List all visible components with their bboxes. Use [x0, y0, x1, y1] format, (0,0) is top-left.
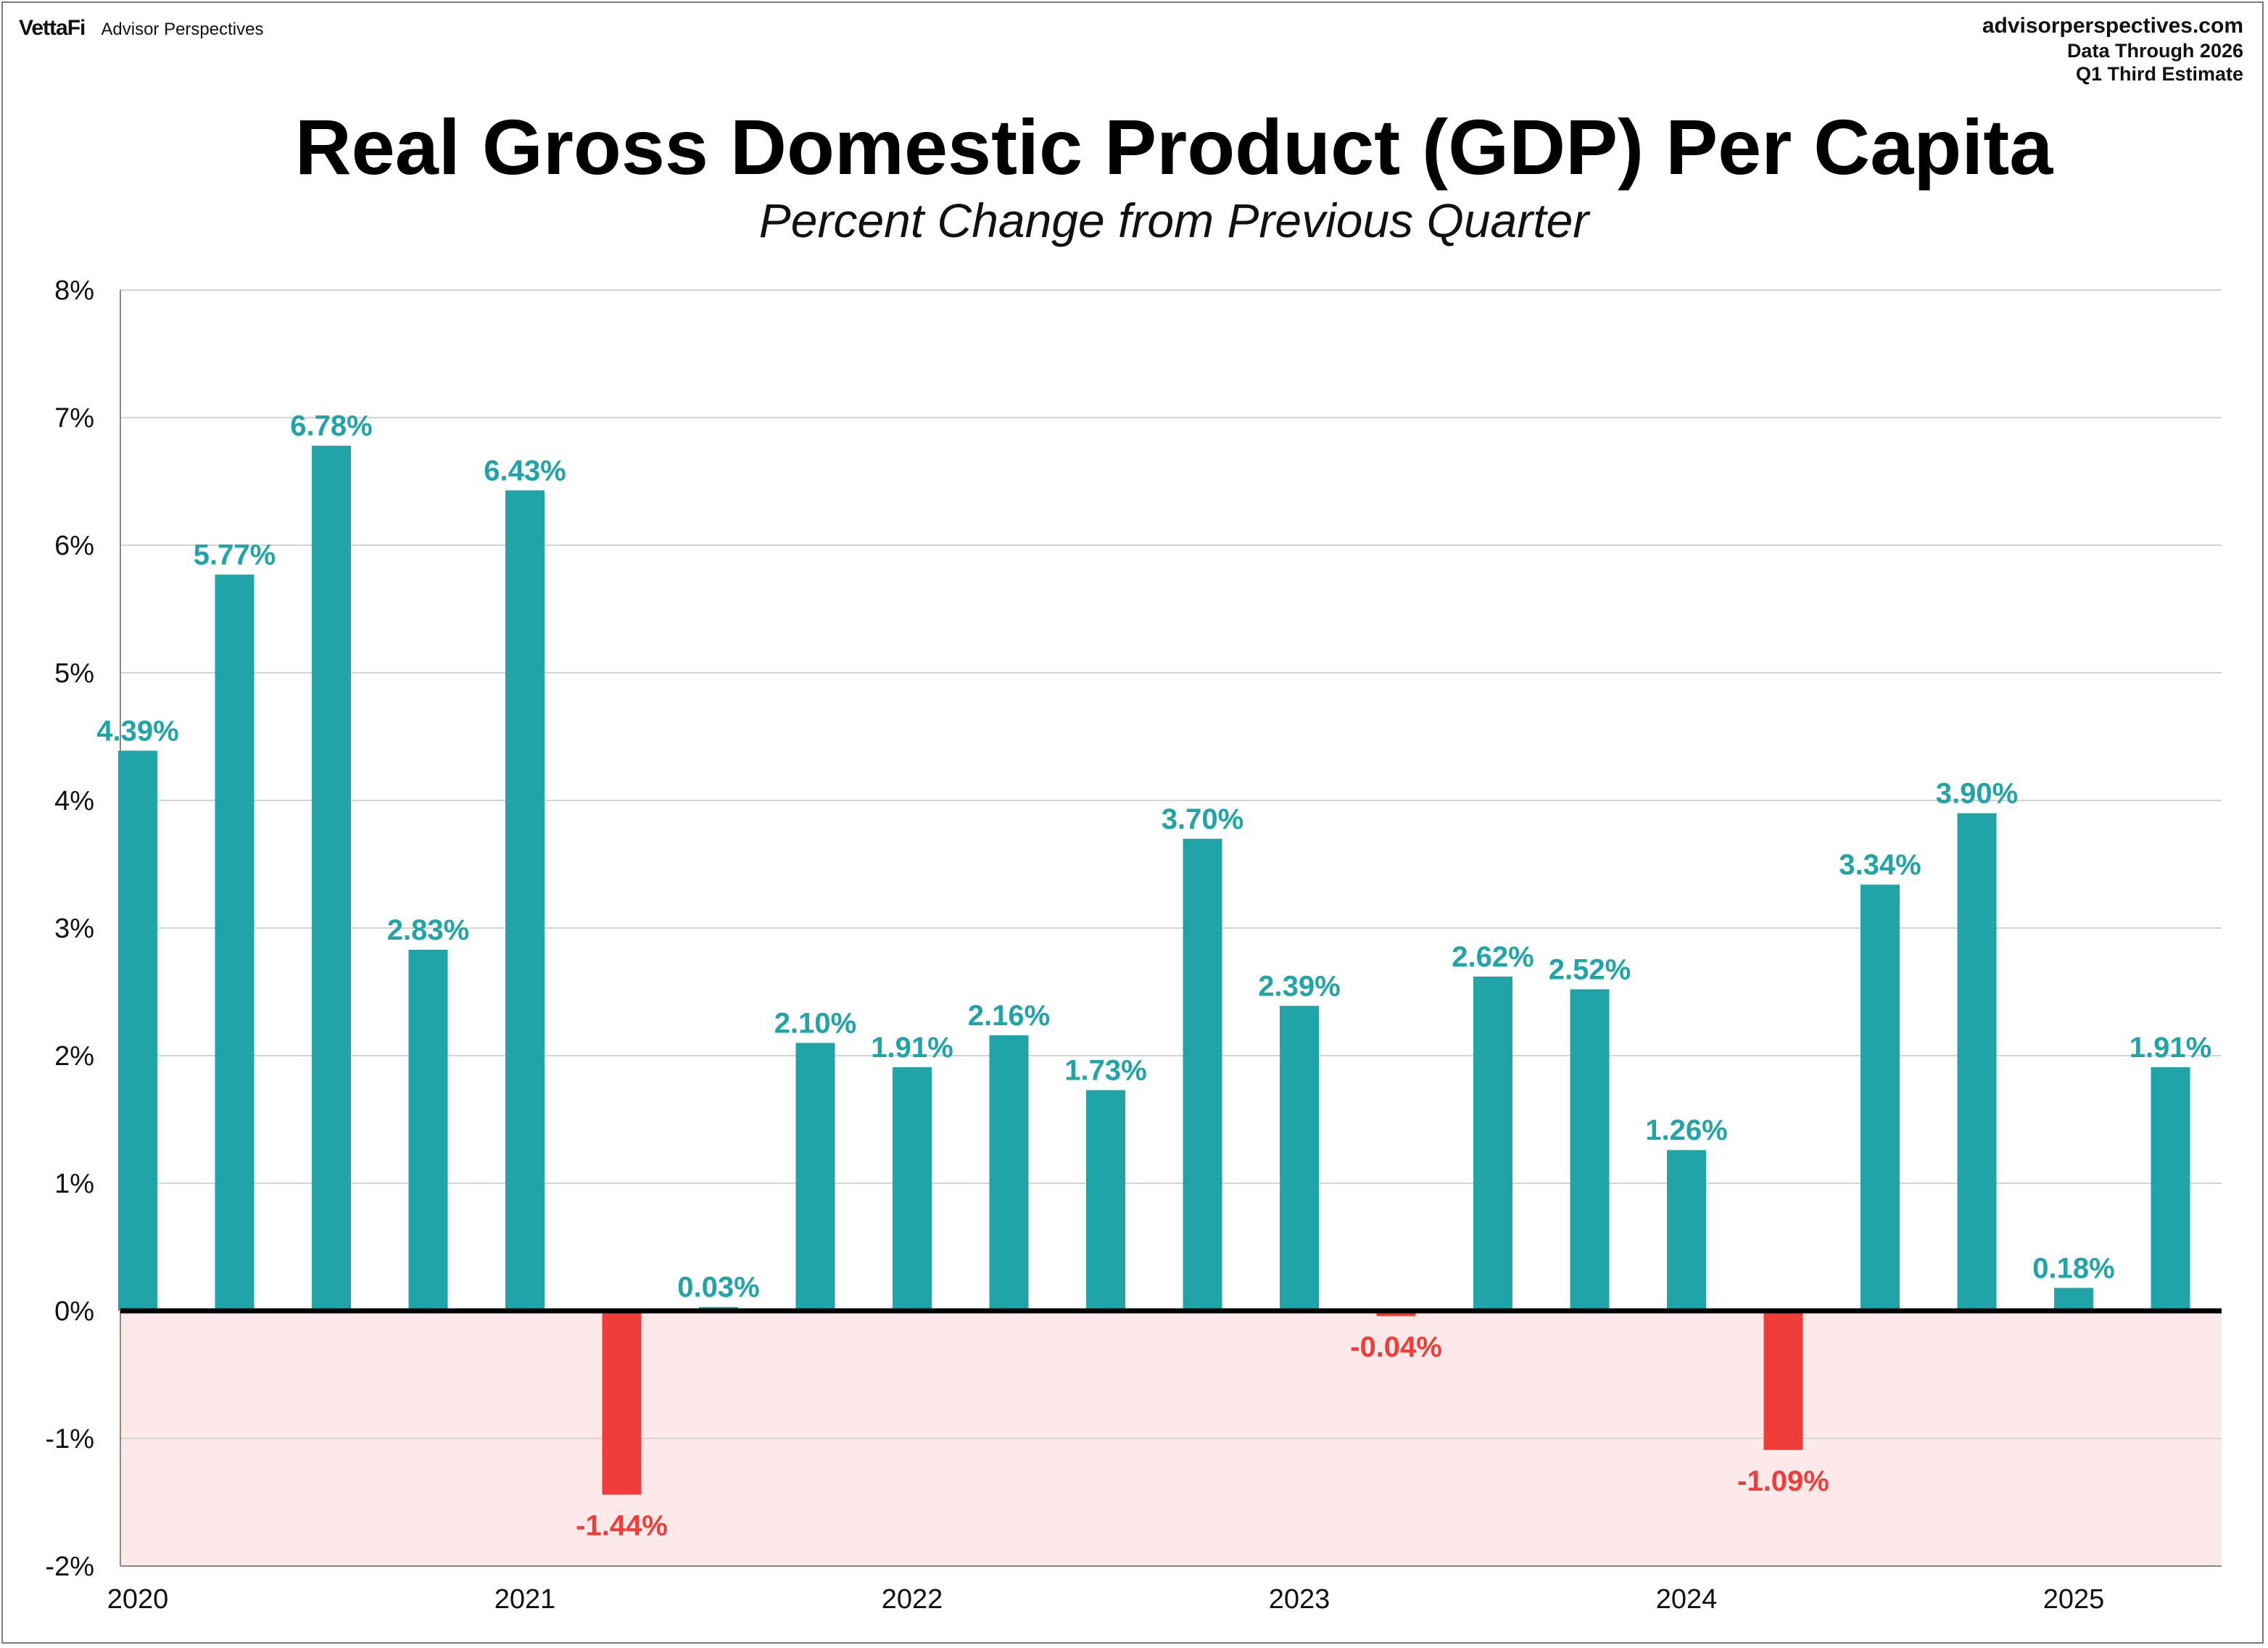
y-tick-label: 2% [54, 1041, 94, 1072]
bar [795, 1043, 835, 1311]
data-label: 4.39% [96, 715, 178, 747]
data-label: 0.18% [2032, 1252, 2114, 1284]
bar [602, 1311, 642, 1495]
data-label: 5.77% [194, 539, 276, 571]
data-label: 1.91% [2130, 1032, 2211, 1064]
x-tick-label: 2020 [107, 1584, 169, 1615]
y-tick-label: 8% [54, 276, 94, 306]
data-label: 1.73% [1064, 1055, 1146, 1087]
x-tick-label: 2021 [494, 1584, 556, 1615]
source-meta: advisorperspectives.com Data Through 202… [1982, 13, 2243, 86]
chart-subtitle: Percent Change from Previous Quarter [758, 194, 1589, 247]
y-tick-label: 6% [54, 531, 94, 561]
data-label: 2.10% [774, 1007, 856, 1039]
bar [312, 445, 351, 1311]
bar [1570, 989, 1610, 1311]
bar [505, 490, 545, 1311]
y-tick-label: 3% [54, 914, 94, 944]
bar [1280, 1006, 1319, 1311]
bar [1086, 1090, 1125, 1311]
y-tick-label: -2% [45, 1552, 94, 1582]
y-tick-label: 4% [54, 786, 94, 816]
bar [1376, 1311, 1416, 1317]
bar [1183, 838, 1222, 1311]
data-label: 2.83% [387, 914, 469, 946]
y-tick-label: 0% [54, 1296, 94, 1327]
estimate-note: Q1 Third Estimate [2075, 63, 2243, 85]
bar [215, 574, 254, 1311]
site-url: advisorperspectives.com [1982, 14, 2243, 38]
data-label: 3.34% [1839, 849, 1921, 881]
data-label: 3.90% [1936, 778, 2018, 810]
brand-logo: VettaFi [19, 16, 86, 40]
brand-subtitle: Advisor Perspectives [101, 20, 264, 39]
data-label: 2.52% [1549, 953, 1631, 985]
chart-title: Real Gross Domestic Product (GDP) Per Ca… [294, 103, 2053, 191]
data-label: 6.78% [290, 410, 372, 442]
data-label: 6.43% [484, 455, 566, 486]
bar [1667, 1150, 1706, 1311]
brand: VettaFi Advisor Perspectives [19, 16, 263, 41]
bar [118, 750, 157, 1311]
data-label: 1.91% [871, 1032, 953, 1064]
data-label: 2.39% [1258, 970, 1340, 1002]
bar [1763, 1311, 1803, 1450]
y-tick-label: -1% [45, 1424, 94, 1454]
data-label: -1.44% [576, 1510, 668, 1541]
bar [989, 1035, 1029, 1311]
data-through: Data Through 2026 [2066, 40, 2243, 62]
data-label: 2.16% [968, 1000, 1050, 1032]
data-label: -0.04% [1350, 1331, 1442, 1363]
data-label: 0.03% [677, 1272, 759, 1304]
bar [2054, 1288, 2093, 1311]
data-label: 2.62% [1452, 941, 1534, 973]
data-label: 3.70% [1162, 803, 1243, 835]
x-tick-label: 2024 [1656, 1584, 1718, 1615]
bar [1957, 813, 1997, 1311]
bar [2151, 1067, 2190, 1311]
x-tick-label: 2023 [1269, 1584, 1330, 1615]
y-tick-label: 7% [54, 403, 94, 434]
x-tick-label: 2022 [882, 1584, 943, 1615]
y-tick-label: 5% [54, 658, 94, 689]
bar [1473, 976, 1512, 1311]
x-tick-label: 2025 [2043, 1584, 2105, 1615]
bar [1861, 885, 1900, 1311]
bar [408, 949, 448, 1311]
y-tick-label: 1% [54, 1169, 94, 1199]
data-label: -1.09% [1737, 1465, 1829, 1497]
data-label: 1.26% [1645, 1114, 1727, 1146]
bar [893, 1067, 932, 1311]
